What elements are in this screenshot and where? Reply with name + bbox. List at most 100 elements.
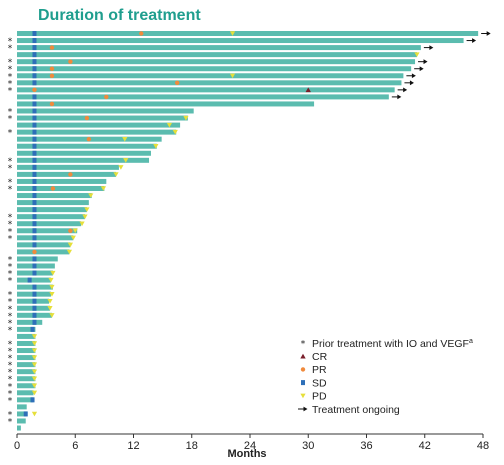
duration-bar [17,418,26,424]
prior-io-vegf-star: * [8,164,13,174]
legend: * Prior treatment with IO and VEGFaCRPRSD… [298,338,473,416]
sd-marker [32,150,37,156]
sd-marker [32,270,37,276]
duration-bar [17,59,416,65]
prior-io-vegf-star: * [8,185,13,195]
sd-marker [32,171,37,177]
pr-marker [104,94,109,100]
ongoing-arrow [404,80,414,86]
sd-marker [32,66,37,72]
prior-io-vegf-star: * [8,115,13,125]
pr-marker [86,136,92,142]
duration-bar [17,425,21,431]
duration-bar [17,115,188,121]
sd-marker [32,101,37,107]
pd-marker [84,207,90,213]
pd-marker [49,313,55,318]
chart-title: Duration of treatment [38,7,201,24]
sd-marker [32,52,37,58]
x-tick-label: 36 [360,440,372,452]
pd-marker [31,362,38,368]
pd-marker [88,193,94,198]
legend-sd-symbol [301,380,305,386]
ongoing-arrow [406,73,416,79]
prior-io-vegf-star: * [8,255,13,265]
sd-marker [32,94,37,100]
sd-marker [32,256,37,262]
pd-marker [31,341,38,346]
pr-marker [49,101,55,107]
sd-marker [32,214,37,220]
sd-marker [30,397,35,403]
legend-label: PD [312,391,327,403]
duration-bar [17,164,119,170]
duration-bar [17,228,78,234]
duration-bar [17,150,151,156]
x-tick-label: 0 [14,440,20,452]
legend-label: Treatment ongoing [312,404,400,416]
legend-star-symbol: * [301,340,306,350]
duration-bar [17,122,181,128]
sd-marker [32,164,37,170]
pr-marker [68,172,73,177]
prior-io-vegf-star: * [8,347,13,357]
sd-marker [32,298,37,304]
prior-io-vegf-star: * [8,291,13,301]
ongoing-arrow [418,59,428,65]
duration-bar [17,31,479,36]
pd-marker [66,249,73,255]
pr-marker [68,59,73,64]
sd-marker [32,157,37,163]
sd-marker [32,45,37,51]
pr-marker [68,228,73,233]
sd-marker [32,207,37,213]
duration-bar [17,108,194,114]
duration-bar [17,38,464,44]
prior-io-vegf-star: * [8,37,13,47]
duration-bar [17,340,36,346]
pd-marker [31,390,38,396]
sd-marker [32,235,37,241]
duration-bar [17,214,85,220]
sd-marker [32,73,37,79]
legend-label: PR [312,364,327,376]
prior-io-vegf-star: * [8,262,13,272]
ongoing-arrow [397,87,408,93]
pd-marker [49,291,55,297]
duration-bar [17,185,105,191]
prior-io-vegf-star: * [8,107,13,117]
sd-marker [32,185,37,191]
duration-bar [17,376,36,382]
prior-io-vegf-star: * [8,220,13,230]
pd-marker [70,235,76,241]
duration-bar [17,157,150,163]
duration-bar [17,129,177,135]
prior-io-vegf-star: * [8,305,13,315]
duration-bar [17,66,412,72]
prior-io-vegf-star: * [8,277,13,287]
pd-marker [31,383,38,389]
duration-bar [17,333,36,339]
duration-bar [17,355,36,361]
sd-marker [32,242,37,248]
sd-marker [32,291,37,297]
prior-io-vegf-star: * [8,340,13,350]
prior-io-vegf-star: * [8,368,13,378]
duration-bar [17,178,107,184]
pd-marker [31,334,38,339]
prior-io-vegf-star: * [8,354,13,364]
x-tick-label: 24 [244,440,256,452]
sd-marker [32,200,37,206]
ongoing-arrow [466,38,477,43]
prior-io-vegf-star: * [8,361,13,371]
duration-bar [17,277,51,283]
pr-marker [49,73,55,78]
x-tick-label: 30 [302,440,314,452]
prior-io-vegf-star: * [8,157,13,167]
bars-layer [17,31,479,431]
duration-bar [17,52,417,58]
duration-bar [17,383,36,389]
pd-marker [122,136,128,142]
sd-marker [32,263,37,269]
